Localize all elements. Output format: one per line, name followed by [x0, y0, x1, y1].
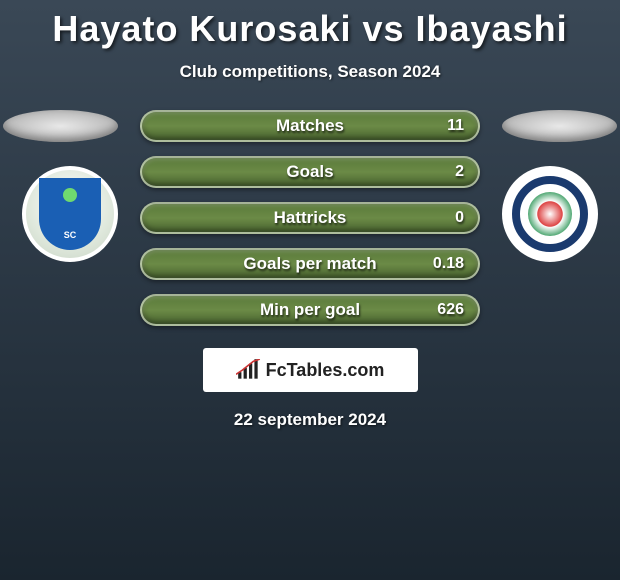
stat-label: Min per goal	[260, 300, 360, 320]
badge-core-icon	[528, 192, 572, 236]
page-title: Hayato Kurosaki vs Ibayashi	[0, 0, 620, 50]
team-badge-left	[22, 166, 118, 262]
logo-text: FcTables.com	[266, 360, 385, 381]
comparison-panel: Matches 11 Goals 2 Hattricks 0 Goals per…	[0, 110, 620, 430]
stat-value-right: 2	[455, 163, 464, 181]
player-right-silhouette	[502, 110, 617, 142]
stat-bar-goals: Goals 2	[140, 156, 480, 188]
stat-label: Goals per match	[243, 254, 376, 274]
stat-label: Goals	[286, 162, 333, 182]
stat-bar-min-per-goal: Min per goal 626	[140, 294, 480, 326]
date-label: 22 september 2024	[0, 410, 620, 430]
stat-label: Hattricks	[274, 208, 347, 228]
stat-value-right: 11	[447, 117, 464, 135]
stat-bars: Matches 11 Goals 2 Hattricks 0 Goals per…	[140, 110, 480, 326]
fctables-logo: FcTables.com	[203, 348, 418, 392]
subtitle: Club competitions, Season 2024	[0, 62, 620, 82]
bars-chart-icon	[236, 359, 262, 381]
stat-label: Matches	[276, 116, 344, 136]
stat-bar-goals-per-match: Goals per match 0.18	[140, 248, 480, 280]
team-badge-right	[502, 166, 598, 262]
stat-bar-matches: Matches 11	[140, 110, 480, 142]
stat-bar-hattricks: Hattricks 0	[140, 202, 480, 234]
stat-value-right: 0	[455, 209, 464, 227]
player-left-silhouette	[3, 110, 118, 142]
stat-value-right: 0.18	[433, 255, 464, 273]
shield-icon	[39, 178, 101, 250]
stat-value-right: 626	[437, 301, 464, 319]
